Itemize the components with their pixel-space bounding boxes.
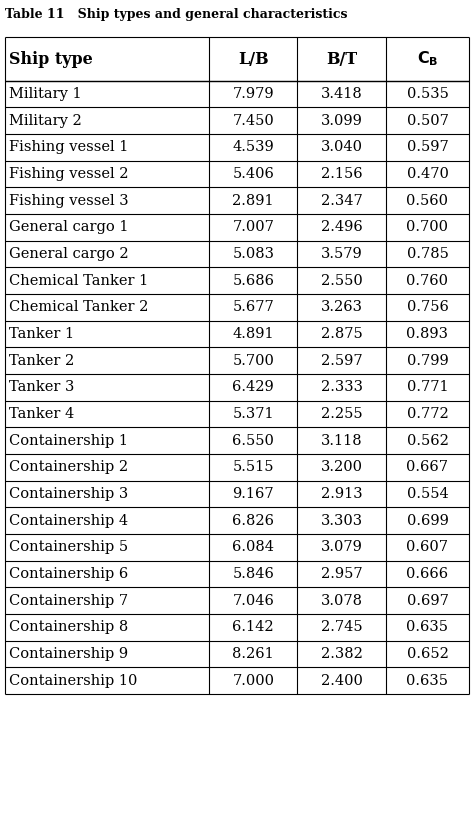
Text: 3.118: 3.118 [321,434,362,447]
Text: Containership 10: Containership 10 [9,674,138,687]
Text: B/T: B/T [326,51,357,67]
Text: 4.539: 4.539 [232,141,274,154]
Text: Containership 1: Containership 1 [9,434,128,447]
Text: 2.597: 2.597 [321,354,362,367]
Text: 2.891: 2.891 [232,194,274,207]
Text: General cargo 1: General cargo 1 [9,221,129,234]
Text: Containership 3: Containership 3 [9,487,129,501]
Text: 3.418: 3.418 [320,87,363,101]
Text: 5.515: 5.515 [233,461,274,474]
Text: 4.891: 4.891 [232,327,274,341]
Text: 0.760: 0.760 [406,274,448,287]
Text: 6.550: 6.550 [232,434,274,447]
Text: 3.099: 3.099 [320,114,363,127]
Text: 3.040: 3.040 [320,141,363,154]
Text: Chemical Tanker 1: Chemical Tanker 1 [9,274,149,287]
Text: 0.772: 0.772 [407,407,448,421]
Text: 5.083: 5.083 [232,247,274,261]
Text: Chemical Tanker 2: Chemical Tanker 2 [9,301,149,314]
Text: 2.496: 2.496 [320,221,363,234]
Text: Table 11   Ship types and general characteristics: Table 11 Ship types and general characte… [5,7,347,21]
Text: 5.686: 5.686 [232,274,274,287]
Text: Containership 6: Containership 6 [9,567,129,581]
Text: $\mathbf{C_B}$: $\mathbf{C_B}$ [417,50,438,68]
Text: General cargo 2: General cargo 2 [9,247,129,261]
Text: 0.554: 0.554 [407,487,448,501]
Text: 2.347: 2.347 [320,194,363,207]
Text: L/B: L/B [238,51,269,67]
Text: Containership 2: Containership 2 [9,461,128,474]
Text: Containership 8: Containership 8 [9,621,129,634]
Text: 2.550: 2.550 [320,274,363,287]
Text: 7.007: 7.007 [232,221,274,234]
Text: 2.156: 2.156 [321,167,362,181]
Text: 7.450: 7.450 [232,114,274,127]
Text: 0.507: 0.507 [407,114,448,127]
Text: Fishing vessel 1: Fishing vessel 1 [9,141,129,154]
Text: 0.635: 0.635 [406,674,448,687]
Text: 9.167: 9.167 [232,487,274,501]
Text: 0.560: 0.560 [406,194,448,207]
Text: Fishing vessel 3: Fishing vessel 3 [9,194,129,207]
Text: 0.667: 0.667 [406,461,448,474]
Text: Containership 7: Containership 7 [9,594,128,607]
Text: 0.535: 0.535 [407,87,448,101]
Text: 0.635: 0.635 [406,621,448,634]
Text: Military 2: Military 2 [9,114,82,127]
Text: 0.470: 0.470 [407,167,448,181]
Text: 0.785: 0.785 [407,247,448,261]
Text: 0.652: 0.652 [407,647,448,661]
Text: Containership 5: Containership 5 [9,541,128,554]
Text: 6.826: 6.826 [232,514,274,527]
Text: Ship type: Ship type [9,51,93,67]
Text: 2.333: 2.333 [320,381,363,394]
Text: 2.745: 2.745 [321,621,362,634]
Text: 6.084: 6.084 [232,541,274,554]
Text: 5.677: 5.677 [232,301,274,314]
Text: 5.700: 5.700 [232,354,274,367]
Text: 0.597: 0.597 [407,141,448,154]
Text: 5.846: 5.846 [232,567,274,581]
Text: 2.400: 2.400 [320,674,363,687]
Text: Containership 4: Containership 4 [9,514,128,527]
Text: 7.979: 7.979 [232,87,274,101]
Text: 2.255: 2.255 [321,407,362,421]
Text: Containership 9: Containership 9 [9,647,128,661]
Text: 0.799: 0.799 [407,354,448,367]
Text: 3.078: 3.078 [320,594,363,607]
Text: 3.079: 3.079 [320,541,363,554]
Text: 0.700: 0.700 [406,221,448,234]
Text: 0.699: 0.699 [407,514,448,527]
Text: 0.756: 0.756 [407,301,448,314]
Text: 2.382: 2.382 [320,647,363,661]
Text: 5.371: 5.371 [232,407,274,421]
Text: 0.771: 0.771 [407,381,448,394]
Text: 3.579: 3.579 [320,247,363,261]
Text: Fishing vessel 2: Fishing vessel 2 [9,167,129,181]
Text: 6.142: 6.142 [232,621,274,634]
Text: Tanker 1: Tanker 1 [9,327,74,341]
Text: 8.261: 8.261 [232,647,274,661]
Text: 0.697: 0.697 [407,594,448,607]
Text: Tanker 4: Tanker 4 [9,407,75,421]
Text: 7.046: 7.046 [232,594,274,607]
Text: 0.666: 0.666 [406,567,448,581]
Text: 3.200: 3.200 [320,461,363,474]
Text: 2.875: 2.875 [320,327,363,341]
Text: 3.303: 3.303 [320,514,363,527]
Text: 2.913: 2.913 [321,487,362,501]
Text: 6.429: 6.429 [232,381,274,394]
Text: 0.562: 0.562 [407,434,448,447]
Text: 2.957: 2.957 [321,567,362,581]
Text: 3.263: 3.263 [320,301,363,314]
Text: 0.893: 0.893 [406,327,448,341]
Text: 5.406: 5.406 [232,167,274,181]
Text: Military 1: Military 1 [9,87,82,101]
Text: Tanker 2: Tanker 2 [9,354,75,367]
Text: 0.607: 0.607 [406,541,448,554]
Text: Tanker 3: Tanker 3 [9,381,75,394]
Text: 7.000: 7.000 [232,674,274,687]
